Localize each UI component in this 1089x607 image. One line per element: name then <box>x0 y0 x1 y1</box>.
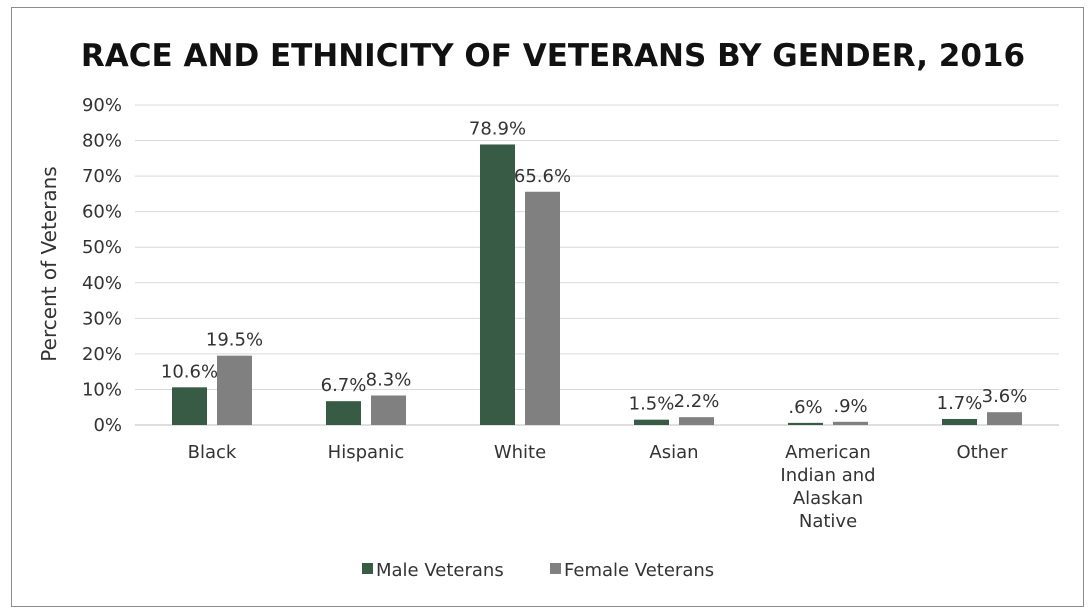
category-label: Black <box>188 442 237 463</box>
data-label: 1.5% <box>629 394 675 415</box>
legend-label: Male Veterans <box>376 560 504 581</box>
y-tick-label: 60% <box>82 202 122 223</box>
y-axis-label: Percent of Veterans <box>37 166 61 361</box>
category-label: Asian <box>649 442 698 463</box>
y-tick-label: 0% <box>93 415 122 436</box>
bar <box>788 422 823 425</box>
data-label: 8.3% <box>366 369 412 390</box>
bar <box>987 412 1022 425</box>
bar <box>326 401 361 425</box>
bar <box>217 355 252 425</box>
bar <box>833 421 868 425</box>
data-label: 19.5% <box>206 330 263 351</box>
y-tick-label: 80% <box>82 131 122 152</box>
bar <box>480 144 515 425</box>
y-tick-label: 90% <box>82 95 122 116</box>
y-tick-label: 30% <box>82 308 122 329</box>
data-label: 65.6% <box>514 166 571 187</box>
legend: Male Veterans Female Veterans <box>362 560 714 581</box>
data-label: .9% <box>833 396 867 417</box>
y-tick-label: 20% <box>82 344 122 365</box>
y-tick-label: 50% <box>82 237 122 258</box>
chart-title: RACE AND ETHNICITY OF VETERANS BY GENDER… <box>81 38 1025 74</box>
data-label: 6.7% <box>321 375 367 396</box>
bar <box>172 387 207 425</box>
category-labels: Black Hispanic White Asian American Indian an… <box>188 442 1009 532</box>
category-label: American Indian and Alaskan Native <box>780 442 875 532</box>
bar <box>679 417 714 425</box>
category-label: Other <box>956 442 1008 463</box>
data-label: 78.9% <box>469 118 526 139</box>
y-tick-label: 10% <box>82 379 122 400</box>
data-label: 1.7% <box>937 393 983 414</box>
category-label: Hispanic <box>328 442 405 463</box>
gridlines <box>135 104 1059 426</box>
bar <box>942 418 977 425</box>
y-tick-label: 70% <box>82 166 122 187</box>
data-label: 2.2% <box>674 391 720 412</box>
legend-swatch <box>550 563 561 574</box>
category-label: White <box>494 442 546 463</box>
y-axis-ticks: 0% 10% 20% 30% 40% 50% 60% 70% 80% 90% <box>82 95 122 436</box>
legend-swatch <box>362 563 373 574</box>
bar <box>634 419 669 425</box>
data-labels: 10.6% 19.5% 6.7% 8.3% 78.9% 65.6% 1.5% 2.2% .6%.… <box>161 118 1027 417</box>
bars <box>172 144 1022 425</box>
legend-label: Female Veterans <box>564 560 714 581</box>
data-label: .6% <box>788 397 822 418</box>
bar <box>371 395 406 425</box>
y-tick-label: 40% <box>82 273 122 294</box>
data-label: 10.6% <box>161 361 218 382</box>
data-label: 3.6% <box>982 386 1028 407</box>
bar <box>525 191 560 425</box>
